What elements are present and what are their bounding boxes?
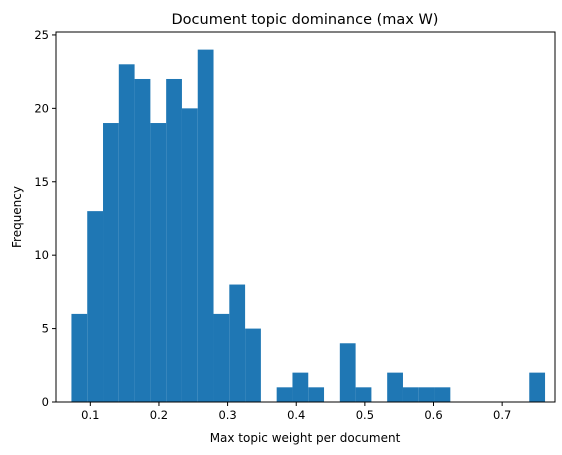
histogram-bar-13 bbox=[276, 387, 293, 402]
plot-frame bbox=[55, 31, 556, 403]
y-tick-label: 20 bbox=[34, 101, 49, 115]
x-axis-label: Max topic weight per document bbox=[210, 431, 401, 445]
x-tick-label: 0.6 bbox=[424, 408, 442, 422]
histogram-bar-2 bbox=[103, 123, 119, 402]
histogram-bar-9 bbox=[213, 313, 230, 402]
x-tick-label: 0.4 bbox=[287, 408, 305, 422]
histogram-bar-18 bbox=[355, 387, 372, 402]
x-axis-ticks: 0.1 0.2 0.3 0.4 0.5 0.6 0.7 bbox=[81, 402, 511, 422]
histogram-bar-5 bbox=[150, 123, 167, 402]
bars-group bbox=[71, 49, 546, 403]
histogram-bar-11 bbox=[245, 328, 261, 402]
x-tick-label: 0.1 bbox=[81, 408, 99, 422]
histogram-bar-7 bbox=[181, 108, 198, 402]
x-tick-label: 0.3 bbox=[218, 408, 236, 422]
histogram-bar-20 bbox=[387, 372, 403, 402]
y-axis-label: Frequency bbox=[10, 186, 24, 248]
histogram-bar-21 bbox=[402, 387, 419, 402]
histogram-bar-23 bbox=[434, 387, 451, 402]
histogram-bar-6 bbox=[166, 78, 182, 402]
x-tick-label: 0.2 bbox=[150, 408, 168, 422]
x-tick-label: 0.7 bbox=[493, 408, 511, 422]
histogram-bar-3 bbox=[118, 64, 135, 403]
histogram-bar-1 bbox=[87, 211, 104, 402]
histogram-bar-29 bbox=[529, 372, 546, 402]
y-axis-ticks: 0 5 10 15 20 25 bbox=[34, 28, 56, 409]
histogram-bar-15 bbox=[308, 387, 325, 402]
histogram-bar-17 bbox=[339, 343, 356, 402]
x-tick-label: 0.5 bbox=[356, 408, 374, 422]
histogram-bar-8 bbox=[197, 49, 214, 403]
histogram-bar-22 bbox=[418, 387, 435, 402]
y-tick-label: 10 bbox=[34, 248, 49, 262]
y-tick-label: 0 bbox=[42, 395, 49, 409]
y-tick-label: 15 bbox=[34, 175, 49, 189]
histogram-bar-14 bbox=[292, 372, 309, 402]
chart-title: Document topic dominance (max W) bbox=[172, 12, 439, 28]
y-tick-label: 5 bbox=[42, 322, 49, 336]
y-tick-label: 25 bbox=[34, 28, 49, 42]
histogram-bar-4 bbox=[134, 78, 151, 402]
histogram-bar-0 bbox=[71, 313, 88, 402]
histogram-bar-10 bbox=[229, 284, 246, 402]
